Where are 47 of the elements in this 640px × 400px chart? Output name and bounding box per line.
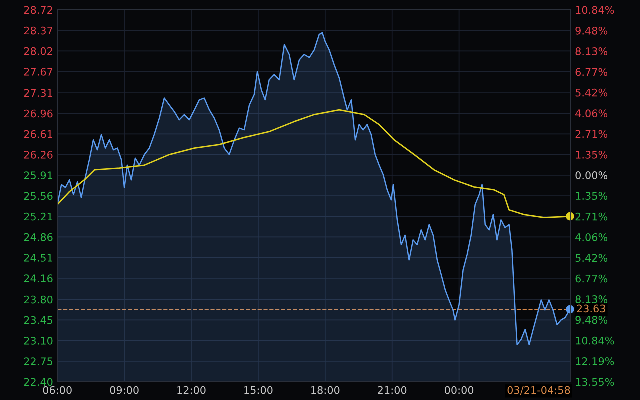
y2-tick-label: 10.84%	[576, 336, 614, 345]
y2-tick-label: 1.35%	[576, 192, 608, 200]
ref-line-label: 23.63	[577, 304, 606, 313]
x-tick-label: 09:00	[110, 386, 139, 394]
y-tick-label: 27.67	[24, 68, 53, 76]
y-tick-label: 28.37	[24, 26, 53, 35]
y-tick-label: 23.80	[24, 296, 53, 304]
y2-tick-label: 9.48%	[576, 316, 608, 324]
y-tick-label: 28.72	[24, 6, 52, 14]
x-tick-label: 15:00	[244, 386, 273, 394]
y-tick-label: 26.26	[24, 151, 53, 159]
y2-tick-label: 5.42%	[576, 88, 608, 97]
y-tick-label: 27.31	[24, 89, 52, 98]
y2-tick-label: 1.35%	[576, 150, 608, 159]
y-tick-label: 26.96	[24, 110, 53, 118]
y2-tick-label: 4.06%	[576, 233, 608, 242]
y2-tick-label: 2.71%	[576, 130, 608, 138]
y2-tick-label: 2.71%	[576, 212, 608, 221]
x-tick-label: 12:00	[178, 386, 206, 394]
y2-tick-label: 8.13%	[576, 48, 608, 56]
y-tick-label: 25.91	[24, 172, 52, 180]
y2-tick-label: 6.77%	[576, 274, 608, 283]
x-tick-label: 06:00	[43, 386, 72, 394]
y-tick-label: 26.61	[24, 130, 52, 138]
y-tick-label: 24.16	[24, 274, 53, 283]
y2-tick-label: 0.00%	[576, 172, 608, 180]
y-tick-label: 22.40	[24, 378, 53, 386]
y-tick-label: 25.56	[24, 192, 53, 200]
y-tick-label: 23.45	[24, 316, 53, 324]
y-tick-label: 28.02	[24, 47, 52, 56]
y-tick-label: 24.86	[24, 233, 53, 242]
y2-tick-label: 6.77%	[576, 68, 608, 76]
y2-tick-label: 5.42%	[576, 254, 608, 262]
y2-tick-label: 8.13%	[576, 296, 608, 304]
y2-tick-label: 4.06%	[576, 110, 608, 118]
text: 03/21-04:58	[508, 386, 570, 396]
x-tick-label: 21:00	[378, 386, 407, 394]
y-tick-label: 23.10	[24, 337, 53, 345]
y2-tick-label: 13.55%	[576, 378, 614, 386]
x-tick-label: 18:00	[312, 386, 340, 394]
x-tick-label: 00:00	[444, 386, 474, 394]
y2-tick-label: 10.84%	[576, 6, 614, 14]
y-tick-label: 22.75	[24, 358, 53, 366]
y-tick-label: 25.21	[24, 212, 52, 221]
y-tick-label: 24.51	[24, 254, 52, 262]
y2-tick-label: 9.48%	[576, 26, 608, 35]
y2-tick-label: 12.19%	[576, 357, 614, 366]
